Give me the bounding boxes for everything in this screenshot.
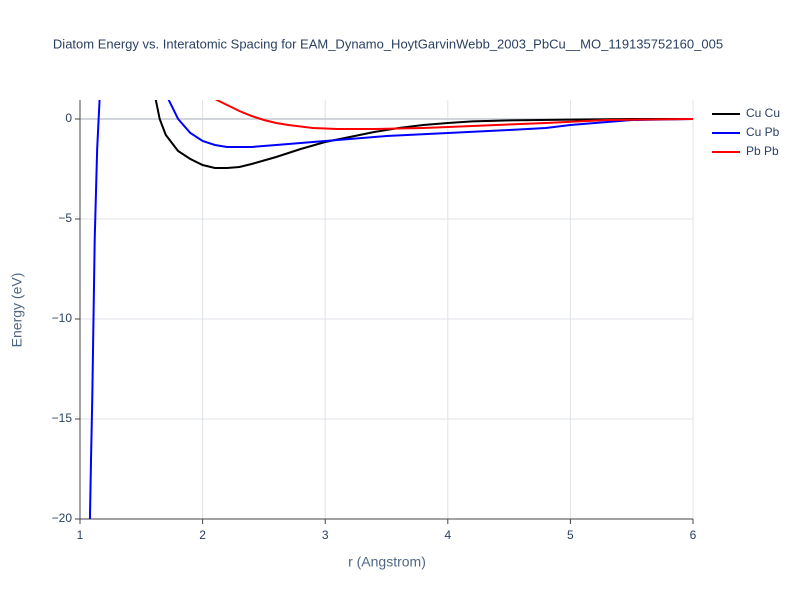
y-tick-label: 0 xyxy=(65,111,72,125)
chart-title: Diatom Energy vs. Interatomic Spacing fo… xyxy=(53,36,723,51)
y-axis-title: Energy (eV) xyxy=(9,273,25,348)
series-line xyxy=(214,100,693,130)
legend-label: Cu Pb xyxy=(746,125,780,139)
y-tick-label: −15 xyxy=(52,411,73,425)
x-tick-label: 2 xyxy=(199,528,206,542)
legend-label: Cu Cu xyxy=(746,106,780,120)
legend: Cu Cu Cu Pb Pb Pb xyxy=(712,106,780,158)
x-tick-label: 6 xyxy=(690,528,697,542)
x-tick-label: 3 xyxy=(322,528,329,542)
y-tick-label: −10 xyxy=(52,311,73,325)
x-axis-title: r (Angstrom) xyxy=(348,554,426,570)
legend-label: Pb Pb xyxy=(746,144,779,158)
y-tick-label: −5 xyxy=(58,211,72,225)
x-tick-label: 1 xyxy=(77,528,84,542)
grid: 1 2 3 4 5 6 0 −5 −10 −15 −20 xyxy=(52,100,697,542)
series-line xyxy=(154,100,693,169)
x-tick-label: 5 xyxy=(567,528,574,542)
plot-area xyxy=(88,100,693,519)
y-tick-label: −20 xyxy=(52,511,73,525)
series-line xyxy=(88,100,693,519)
x-tick-label: 4 xyxy=(444,528,451,542)
